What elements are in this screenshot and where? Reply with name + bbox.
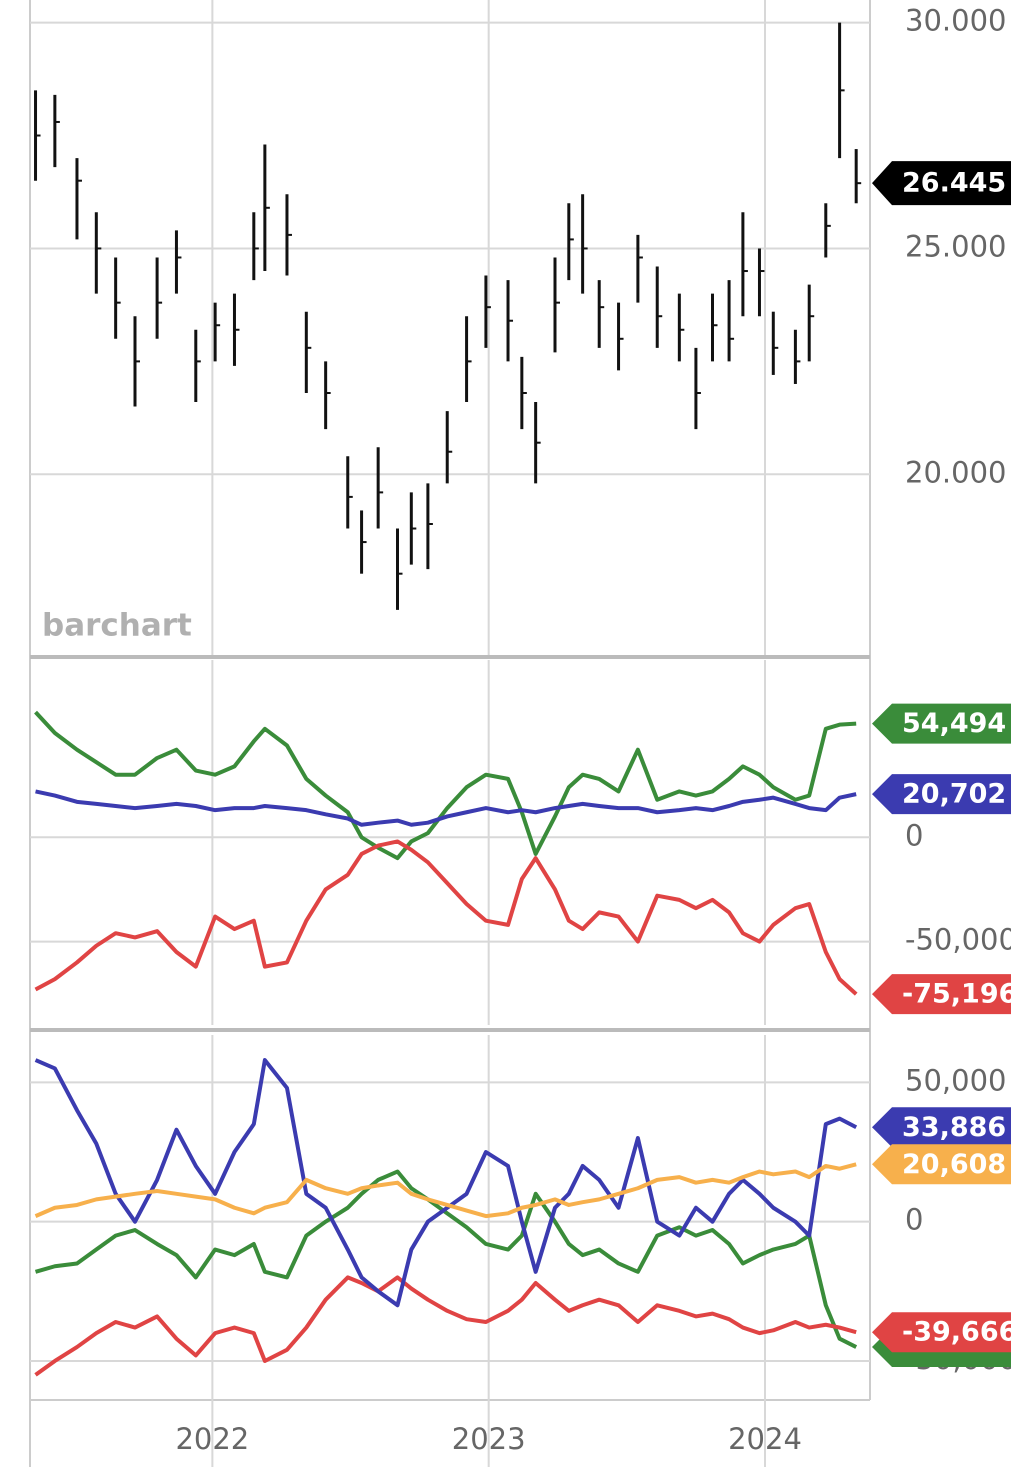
value-badge-label: 33,886 bbox=[902, 1112, 1006, 1143]
series-line bbox=[35, 789, 857, 827]
x-tick-label: 2022 bbox=[175, 1422, 249, 1456]
value-badge bbox=[872, 1107, 1011, 1148]
series-line bbox=[34, 839, 858, 996]
y-tick-label: 0 bbox=[905, 818, 923, 852]
y-tick-label: 30.000 bbox=[905, 4, 1006, 38]
y-tick-label: 20.000 bbox=[905, 455, 1006, 489]
value-badge-label: -75,196 bbox=[902, 979, 1011, 1010]
series-line bbox=[34, 1169, 858, 1349]
value-badge bbox=[872, 774, 1011, 815]
x-tick-label: 2023 bbox=[452, 1422, 526, 1456]
value-badge bbox=[872, 974, 1011, 1015]
price-badge-label: 26.445 bbox=[902, 168, 1006, 199]
y-tick-label: 25.000 bbox=[905, 229, 1006, 263]
value-badge bbox=[872, 1312, 1011, 1353]
value-badge bbox=[872, 1144, 1011, 1185]
y-tick-label: 50,000 bbox=[905, 1063, 1006, 1097]
grid bbox=[30, 0, 870, 1467]
series-line bbox=[34, 1058, 858, 1308]
series-line bbox=[34, 1275, 857, 1377]
value-badge-label: 54,494 bbox=[902, 708, 1006, 739]
value-badge-label: 20,702 bbox=[902, 779, 1006, 810]
value-badge-label: -39,666 bbox=[902, 1317, 1011, 1348]
series-line bbox=[34, 710, 857, 861]
value-badge-label: 20,608 bbox=[902, 1149, 1006, 1180]
series-line bbox=[34, 1162, 857, 1219]
value-badge bbox=[872, 703, 1011, 744]
y-tick-label: -50,000 bbox=[905, 923, 1011, 957]
y-tick-label: 0 bbox=[905, 1203, 923, 1237]
price-badge bbox=[872, 161, 1011, 206]
x-tick-label: 2024 bbox=[728, 1422, 802, 1456]
watermark: barchart bbox=[42, 608, 192, 644]
